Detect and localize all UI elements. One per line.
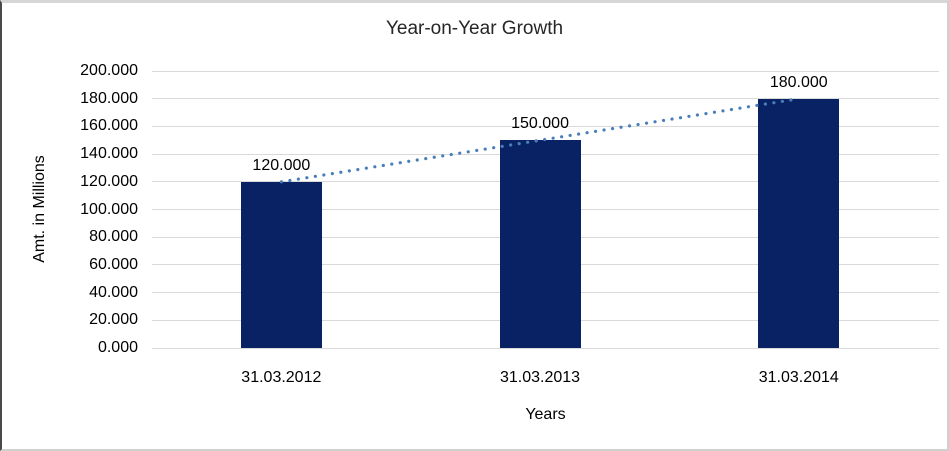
bar-31.03.2013 [499, 140, 581, 348]
y-tick-label: 120.000 [80, 172, 138, 190]
y-tick-label: 60.000 [89, 255, 138, 273]
gridline [152, 70, 939, 72]
chart-title: Year-on-Year Growth [385, 18, 564, 39]
y-tick-label: 20.000 [89, 311, 138, 329]
y-tick-label: 40.000 [89, 283, 138, 301]
bar-value-label: 150.000 [511, 115, 569, 133]
bar-31.03.2012 [240, 181, 322, 348]
x-tick-label: 31.03.2014 [758, 369, 839, 386]
y-tick-label: 0.000 [97, 339, 138, 356]
x-tick-label: 31.03.2013 [500, 369, 581, 386]
y-tick-label: 160.000 [80, 117, 138, 135]
gridline [152, 347, 939, 349]
x-axis-title: Years [525, 406, 566, 423]
bar-31.03.2014 [758, 98, 840, 348]
y-tick-label: 80.000 [89, 228, 138, 246]
y-tick-label: 140.000 [80, 145, 138, 163]
bar-value-label: 180.000 [769, 73, 828, 91]
y-tick-label: 200.000 [80, 62, 138, 79]
y-tick-label: 180.000 [80, 89, 138, 107]
y-tick-label: 100.000 [80, 200, 138, 218]
x-tick-label: 31.03.2012 [241, 369, 322, 386]
bar-value-label: 120.000 [252, 156, 311, 174]
